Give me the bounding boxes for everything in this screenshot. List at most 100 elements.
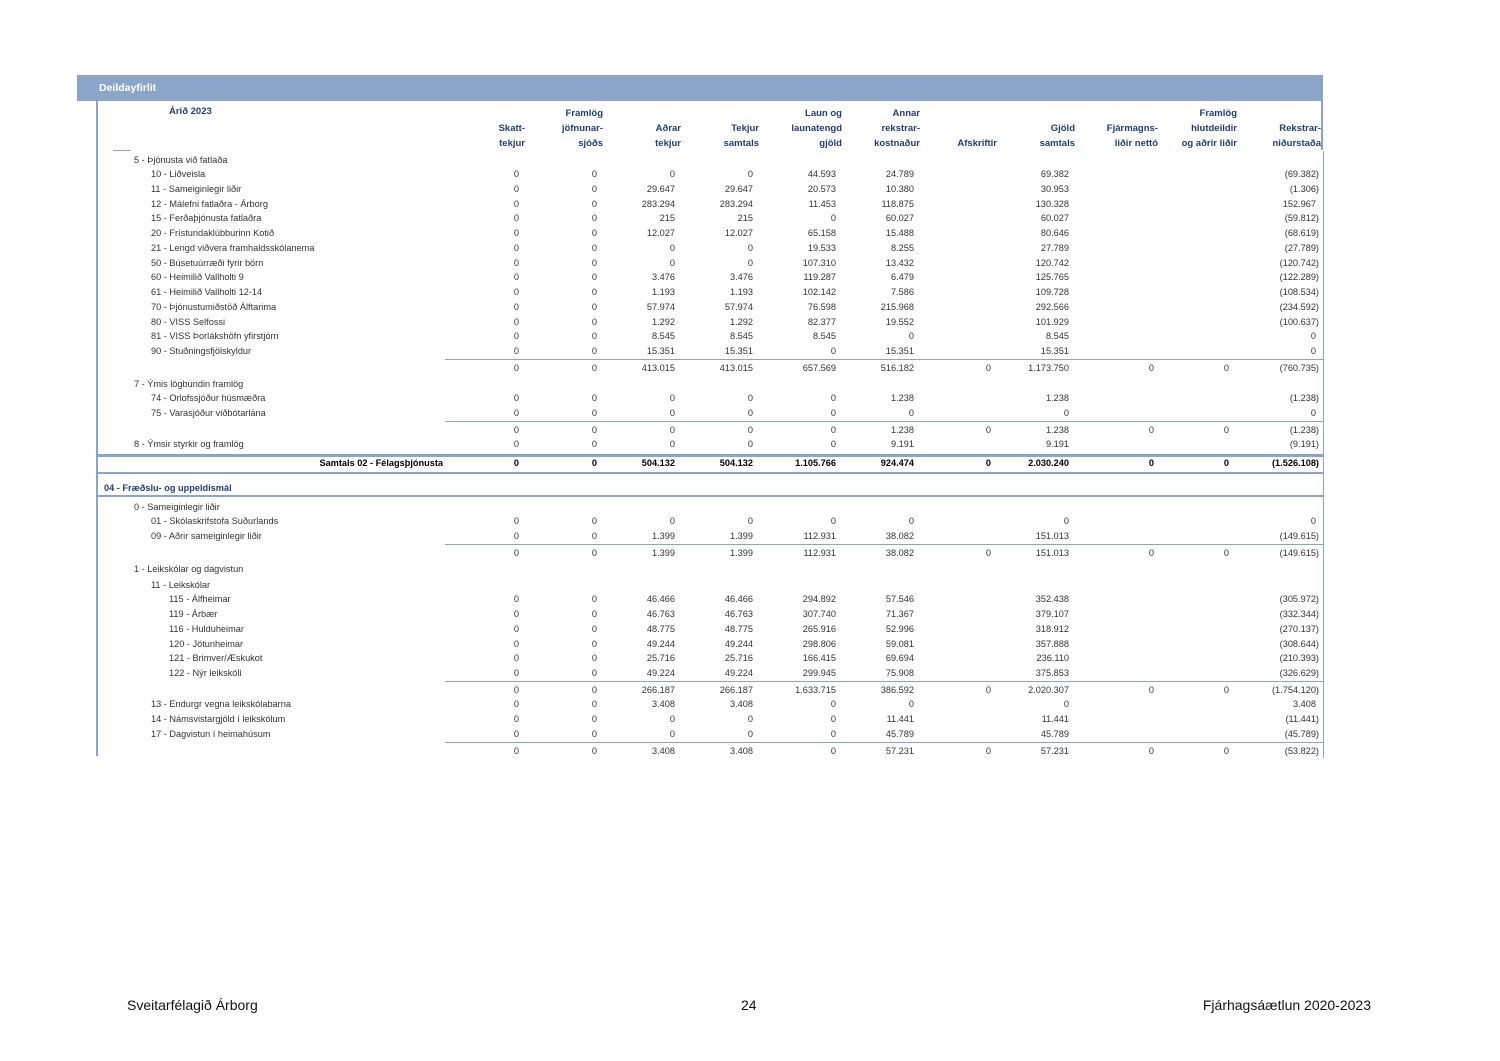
cell-value: 504.132 xyxy=(641,458,675,469)
cell-value: 15.351 xyxy=(1040,346,1069,357)
cell-value: 0 xyxy=(591,169,597,179)
table-row: 121 - Brimver/Æskukot 0 0 25.716 25.716 166.4… xyxy=(97,651,1324,667)
cell-value: 0 xyxy=(985,547,991,558)
section-header-bar: Deildayfirlit xyxy=(77,75,1323,101)
cell-value: 0 xyxy=(747,439,753,450)
cell-value: 0 xyxy=(669,728,675,739)
row-label: 17 - Dagvistun í heimahúsum xyxy=(151,728,271,739)
cell-value: 101.929 xyxy=(1035,316,1069,327)
cell-value: 2.020.307 xyxy=(1028,684,1069,695)
cell-value: 0 xyxy=(591,594,597,605)
cell-value: 75.908 xyxy=(885,668,914,679)
cell-value: 0 xyxy=(591,623,597,634)
cell-value: 283.294 xyxy=(719,198,753,209)
cell-value: 0 xyxy=(747,408,753,419)
cell-value: 0 xyxy=(513,316,519,327)
right-frame-line xyxy=(1322,358,1324,376)
cell-value: 0 xyxy=(591,638,597,649)
cell-value: 19.552 xyxy=(885,316,914,327)
cell-value: 11.453 xyxy=(808,198,836,209)
cell-value: 0 xyxy=(513,183,519,194)
cell-value: 57.546 xyxy=(885,594,914,605)
cell-value: 8.545 xyxy=(1046,331,1069,342)
cell-value: 48.775 xyxy=(646,623,675,634)
cell-value: 49.244 xyxy=(646,638,675,649)
row-label: 10 - Liðveisla xyxy=(151,169,206,179)
cell-value: 0 xyxy=(513,439,519,450)
column-header: Annar rekstrar-kostnaður xyxy=(874,106,920,151)
column-header-line: samtals xyxy=(1039,138,1075,149)
column-header: Skatt-tekjur xyxy=(499,106,525,151)
right-frame-line xyxy=(1322,181,1324,197)
operating-result-value: (326.629) xyxy=(1279,668,1319,679)
row-label: 119 - Árbær xyxy=(169,609,218,620)
cell-value: 0 xyxy=(669,169,675,179)
right-frame-line xyxy=(1322,680,1324,698)
cell-value: 1.105.766 xyxy=(795,458,836,469)
total-line xyxy=(97,454,1323,457)
row-label: 7 - Ýmis lögbundin framlög xyxy=(134,379,244,390)
row-label: 90 - Stuðningsfjölskyldur xyxy=(151,346,252,357)
operating-result-value: (332.344) xyxy=(1279,609,1319,620)
cell-value: 924.474 xyxy=(880,458,914,469)
right-frame-line xyxy=(1322,651,1324,667)
table-row: 8 - Ýmsir styrkir og framlög 0 0 0 0 0 9.191 9.… xyxy=(97,437,1324,453)
cell-value: 516.182 xyxy=(880,362,914,373)
operating-result-value: (120.742) xyxy=(1279,257,1319,268)
cell-value: 0 xyxy=(985,362,991,373)
column-header-line: niðurstaða xyxy=(1272,138,1321,149)
cell-value: 0 xyxy=(669,516,675,527)
operating-result-value: (1.306) xyxy=(1289,183,1319,194)
cell-value: 11.441 xyxy=(1041,714,1069,725)
operating-result-value: (308.644) xyxy=(1279,638,1319,649)
cell-value: 1.399 xyxy=(652,547,675,558)
cell-value: 0 xyxy=(513,198,519,209)
cell-value: 0 xyxy=(1148,362,1154,373)
cell-value: 657.569 xyxy=(802,362,836,373)
cell-value: 0 xyxy=(1063,699,1069,710)
cell-value: 0 xyxy=(513,699,519,710)
cell-value: 27.789 xyxy=(1040,242,1069,253)
cell-value: 57.974 xyxy=(724,301,753,312)
cell-value: 0 xyxy=(908,408,914,419)
column-header-line: Skatt- xyxy=(498,123,525,134)
subtotal-row: 0 0 413.015 413.015 657.569 516.182 0 1.173.750… xyxy=(97,358,1324,376)
cell-value: 118.875 xyxy=(881,198,914,209)
cell-value: 0 xyxy=(591,408,597,419)
total-line xyxy=(97,471,1323,475)
column-header-line: rekstrar- xyxy=(881,123,920,134)
cell-value: 25.716 xyxy=(724,653,753,664)
right-frame-line xyxy=(1322,741,1324,759)
operating-result-value: (1.754.120) xyxy=(1272,684,1319,695)
table-row: 81 - VISS Þorlákshöfn yfirstjórn 0 0 8.545 8… xyxy=(97,329,1324,345)
operating-result-value: (1.238) xyxy=(1289,424,1319,435)
column-header-line xyxy=(499,106,525,121)
cell-value: 130.328 xyxy=(1035,198,1069,209)
cell-value: 38.082 xyxy=(885,547,914,558)
row-label: 120 - Jötunheimar xyxy=(169,638,244,649)
cell-value: 0 xyxy=(591,516,597,527)
cell-value: 0 xyxy=(513,594,519,605)
cell-value: 13.432 xyxy=(885,257,914,268)
right-frame-line xyxy=(1322,726,1324,742)
cell-value: 0 xyxy=(591,458,597,469)
cell-value: 8.545 xyxy=(813,331,836,342)
table-row: 60 - Heimilið Vallholti 9 0 0 3.476 3.476 119… xyxy=(97,270,1324,286)
cell-value: 1.238 xyxy=(1046,393,1069,404)
cell-value: 59.081 xyxy=(885,638,914,649)
cell-value: 0 xyxy=(830,714,836,725)
cell-value: 15.488 xyxy=(885,228,914,239)
cell-value: 3.476 xyxy=(730,272,753,283)
cell-value: 0 xyxy=(1063,516,1069,527)
cell-value: 0 xyxy=(1223,745,1229,756)
column-header-line xyxy=(1272,106,1321,121)
cell-value: 0 xyxy=(513,714,519,725)
cell-value: 0 xyxy=(591,257,597,268)
right-frame-line xyxy=(1322,529,1324,544)
row-label: 121 - Brimver/Æskukot xyxy=(169,653,263,664)
operating-result-value: 0 xyxy=(1310,516,1316,527)
cell-value: 0 xyxy=(1148,424,1154,435)
row-label: 0 - Sameiginlegir liðir xyxy=(134,502,220,513)
cell-value: 0 xyxy=(1148,547,1154,558)
cell-value: 0 xyxy=(513,228,519,239)
